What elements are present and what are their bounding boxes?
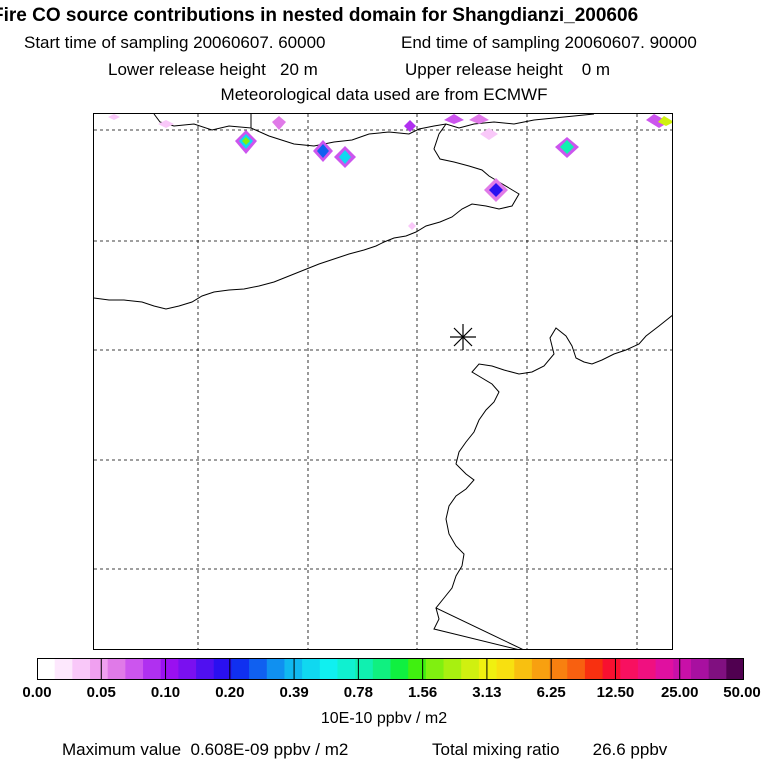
upper-release: Upper release height 0 m	[405, 60, 610, 80]
colorbar-swatch	[496, 658, 515, 680]
upper-release-value: 0 m	[581, 60, 611, 79]
colorbar-tick-label: 0.78	[343, 684, 373, 701]
max-value-number: 0.608E-09 ppbv / m2	[190, 740, 349, 759]
colorbar-swatch	[337, 658, 356, 680]
colorbar-swatch	[355, 658, 374, 680]
lower-release-value: 20 m	[280, 60, 318, 79]
colorbar-swatch	[160, 658, 179, 680]
hotspot	[555, 137, 579, 158]
asterisk-icon	[450, 324, 476, 350]
colorbar-swatch	[620, 658, 639, 680]
colorbar-swatch	[178, 658, 197, 680]
hotspot	[235, 130, 257, 154]
colorbar-swatch	[478, 658, 498, 680]
colorbar-swatch	[125, 658, 144, 680]
coastline-bohai-inner	[433, 607, 518, 649]
coastline-peninsula	[94, 123, 520, 310]
colorbar-swatch	[249, 658, 268, 680]
colorbar-tick-label: 50.00	[723, 684, 761, 701]
colorbar-swatch	[143, 658, 162, 680]
colorbar-swatch	[196, 658, 215, 680]
colorbar-swatch	[372, 658, 391, 680]
colorbar	[37, 658, 744, 680]
colorbar-swatch	[72, 658, 91, 680]
colorbar-swatch	[514, 658, 533, 680]
colorbar-swatch	[90, 658, 109, 680]
colorbar-tick-label: 1.56	[408, 684, 438, 701]
colorbar-swatch	[461, 658, 480, 680]
colorbar-tick-label: 0.20	[215, 684, 245, 701]
hotspot	[313, 140, 333, 162]
colorbar-swatch	[584, 658, 604, 680]
colorbar-tick-label: 3.13	[472, 684, 502, 701]
colorbar-swatch	[567, 658, 586, 680]
max-value-label: Maximum value	[62, 740, 182, 759]
map-panel	[93, 113, 673, 650]
colorbar-swatch	[213, 658, 232, 680]
end-time-value: 20060607. 90000	[564, 33, 697, 52]
plot-title: Fire CO source contributions in nested d…	[0, 5, 639, 26]
end-time: End time of sampling 20060607. 90000	[401, 33, 697, 53]
colorbar-border	[37, 658, 744, 680]
colorbar-swatch	[425, 658, 445, 680]
colorbar-swatch	[726, 658, 744, 680]
colorbar-swatch	[54, 658, 73, 680]
colorbar-swatch	[231, 658, 250, 680]
colorbar-swatch	[637, 658, 657, 680]
total-mixing-ratio: Total mixing ratio 26.6 ppbv	[432, 740, 667, 760]
colorbar-swatch	[673, 658, 692, 680]
colorbar-swatch	[443, 658, 462, 680]
start-time: Start time of sampling 20060607. 60000	[24, 33, 326, 53]
start-time-value: 20060607. 60000	[193, 33, 326, 52]
colorbar-swatch	[266, 658, 285, 680]
colorbar-swatch	[655, 658, 674, 680]
colorbar-swatch	[708, 658, 727, 680]
colorbar-tick-label: 12.50	[596, 684, 635, 701]
lower-release-label: Lower release height	[108, 60, 266, 79]
hotspots	[108, 114, 672, 230]
grid-lines	[94, 114, 672, 649]
coastlines	[94, 114, 672, 649]
colorbar-tick-label: 6.25	[536, 684, 566, 701]
colorbar-swatch	[390, 658, 409, 680]
colorbar-swatch	[690, 658, 710, 680]
max-value: Maximum value 0.608E-09 ppbv / m2	[62, 740, 348, 760]
colorbar-swatch	[319, 658, 338, 680]
colorbar-swatch	[107, 658, 126, 680]
colorbar-swatch	[531, 658, 551, 680]
hotspot	[484, 178, 508, 202]
colorbar-tick-label: 0.05	[86, 684, 116, 701]
coastline-bohai	[435, 314, 672, 649]
colorbar-swatch	[37, 658, 56, 680]
start-time-label: Start time of sampling	[24, 33, 189, 52]
colorbar-tick-label: 0.10	[150, 684, 181, 701]
met-data-note: Meteorological data used are from ECMWF	[220, 85, 548, 104]
lower-release: Lower release height 20 m	[108, 60, 318, 80]
map-svg	[94, 114, 672, 649]
colorbar-swatch	[302, 658, 321, 680]
total-mixing-label: Total mixing ratio	[432, 740, 560, 759]
colorbar-swatch	[408, 658, 427, 680]
total-mixing-value: 26.6 ppbv	[592, 740, 668, 759]
colorbar-swatch	[549, 658, 568, 680]
upper-release-label: Upper release height	[405, 60, 563, 79]
colorbar-swatch	[602, 658, 621, 680]
colorbar-tick-label: 0.00	[22, 684, 52, 701]
colorbar-tick-label: 25.00	[660, 684, 699, 701]
hotspot	[108, 114, 672, 230]
colorbar-tick-label: 0.39	[279, 684, 309, 701]
hotspot	[334, 146, 356, 168]
colorbar-swatch	[284, 658, 303, 680]
colorbar-unit: 10E-10 ppbv / m2	[320, 710, 448, 727]
end-time-label: End time of sampling	[401, 33, 560, 52]
